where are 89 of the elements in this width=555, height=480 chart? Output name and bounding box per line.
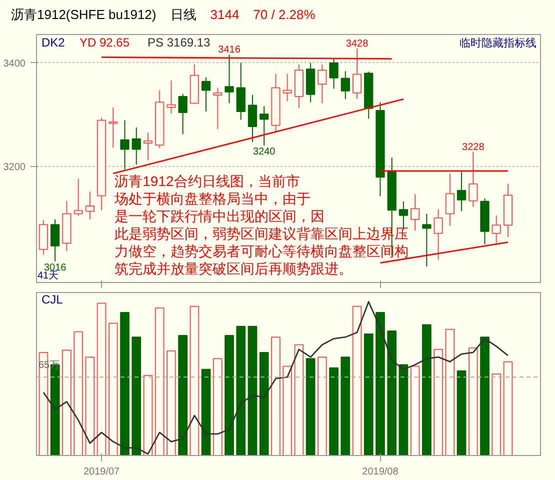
bar xyxy=(410,366,420,456)
candlestick xyxy=(74,178,83,216)
candlestick xyxy=(143,132,153,161)
bar xyxy=(74,331,83,456)
bar xyxy=(224,335,234,456)
candlestick xyxy=(434,208,443,260)
candlestick xyxy=(352,48,362,100)
candlestick xyxy=(260,106,269,146)
bar xyxy=(398,364,408,456)
bar xyxy=(236,326,246,456)
candlestick xyxy=(178,93,188,135)
bar xyxy=(166,350,176,456)
bar xyxy=(38,352,48,456)
bar xyxy=(96,302,106,456)
bar xyxy=(317,356,327,456)
candlestick xyxy=(236,62,246,120)
annotation: DK2 xyxy=(42,36,66,50)
candlestick xyxy=(318,64,327,104)
annotation: 3228 xyxy=(462,142,485,153)
text: 70 / 2.28% xyxy=(253,7,316,22)
candlestick xyxy=(120,120,130,170)
candlestick xyxy=(445,172,454,226)
bar xyxy=(480,336,490,456)
bar xyxy=(306,358,316,456)
candlestick xyxy=(85,191,94,220)
annotation: 是一轮下跌行情中出现的区间，因 xyxy=(114,208,325,224)
candlestick xyxy=(492,214,501,244)
candlestick xyxy=(50,218,60,262)
x-tick-label: 2019/07 xyxy=(83,466,120,478)
chart-title: 沥青1912(SHFE bu1912) xyxy=(11,7,156,22)
bar xyxy=(294,344,304,456)
bar xyxy=(456,370,466,456)
candlestick xyxy=(108,106,118,148)
y-tick-label: 3400 xyxy=(3,58,26,70)
bar xyxy=(259,352,269,456)
annotation: YD 92.65 xyxy=(80,36,130,50)
annotation: 场处于横向盘整格局当中，由于 xyxy=(114,190,311,206)
candlestick xyxy=(422,213,432,267)
bar xyxy=(387,330,397,456)
bar xyxy=(120,312,130,456)
bar xyxy=(190,306,200,456)
annotation: 临时隐藏指标线 xyxy=(460,36,536,50)
candlestick xyxy=(213,87,222,130)
bar xyxy=(434,348,443,456)
candlestick xyxy=(224,54,234,104)
candlestick xyxy=(456,171,466,212)
bar xyxy=(108,322,118,456)
annotation: CJL xyxy=(42,292,64,306)
bar xyxy=(201,368,211,456)
annotation: 3240 xyxy=(252,146,276,158)
annotation: 41天 xyxy=(38,270,59,282)
bar xyxy=(212,358,222,456)
bar xyxy=(503,361,513,456)
bar xyxy=(282,366,292,456)
bar xyxy=(85,356,95,456)
bar xyxy=(271,336,280,456)
bar xyxy=(468,347,478,456)
candlestick xyxy=(166,80,176,114)
bar xyxy=(364,334,374,456)
candlestick xyxy=(340,70,350,100)
bar xyxy=(329,367,338,456)
candlestick xyxy=(201,76,211,112)
y-tick-label: 3200 xyxy=(3,162,26,173)
bar xyxy=(422,324,432,456)
bar xyxy=(352,306,362,456)
bar xyxy=(340,356,350,456)
bar xyxy=(248,326,258,456)
text: 3144 xyxy=(210,7,240,22)
x-tick-label: 2019/08 xyxy=(362,466,399,478)
bar xyxy=(154,307,164,456)
bar xyxy=(62,350,72,456)
candlestick xyxy=(132,127,141,166)
candlestick xyxy=(329,58,338,90)
bar xyxy=(445,328,455,456)
annotation: 筑完成并放量突破区间后再顺势跟进。 xyxy=(114,260,353,276)
candlestick xyxy=(248,94,258,142)
text: 日线 xyxy=(170,7,196,22)
candlestick xyxy=(282,73,292,102)
candlestick xyxy=(410,194,420,232)
bar xyxy=(492,374,502,456)
annotation: PS 3169.13 xyxy=(148,36,211,50)
bar xyxy=(132,336,142,456)
annotation: 3428 xyxy=(346,38,369,50)
bar xyxy=(143,375,153,456)
annotation: 沥青1912合约日线图，当前市 xyxy=(114,172,300,189)
bar xyxy=(376,312,385,456)
candlestick xyxy=(468,151,478,208)
annotation: 3416 xyxy=(218,44,241,56)
bar xyxy=(178,335,188,456)
